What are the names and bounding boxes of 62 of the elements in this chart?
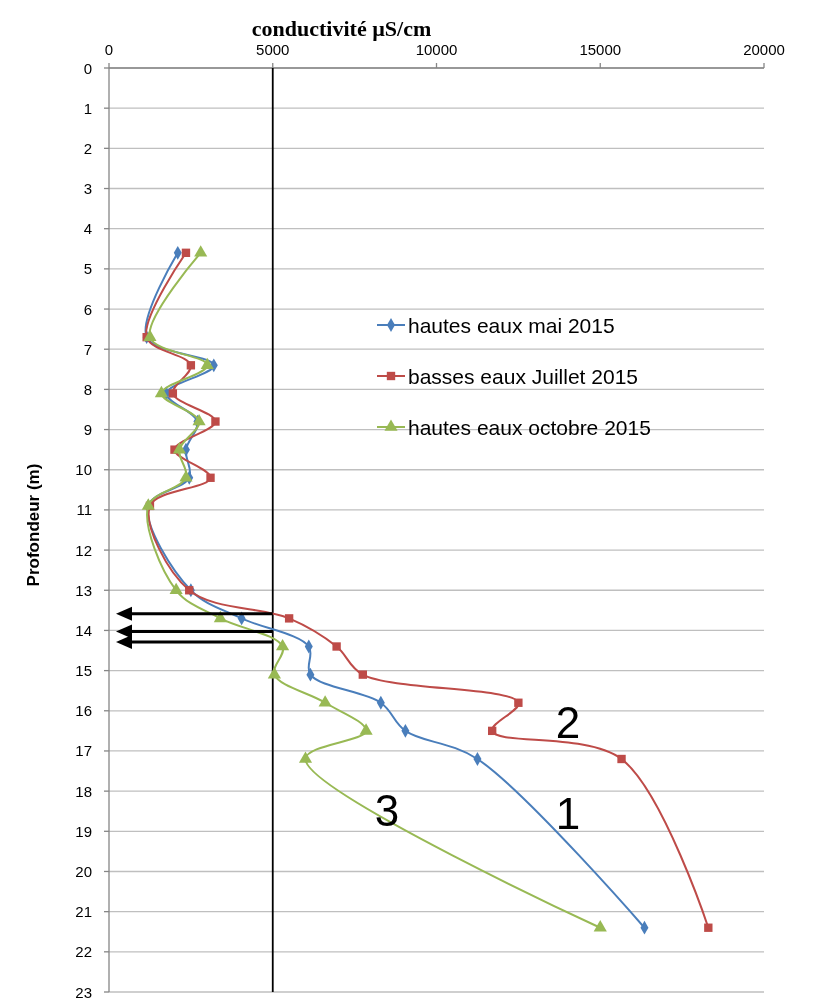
y-tick-label: 0	[83, 59, 92, 77]
annotation: 2	[555, 697, 581, 747]
point	[358, 670, 367, 679]
y-tick-label: 16	[75, 702, 92, 720]
y-tick-label: 9	[83, 421, 92, 439]
point	[200, 357, 214, 370]
point	[168, 389, 178, 398]
point	[206, 473, 215, 482]
y-tick-label: 15	[75, 662, 92, 680]
x-tick-label: 0	[104, 40, 114, 58]
y-tick-label: 10	[75, 461, 92, 479]
point	[186, 361, 196, 370]
y-tick-label: 17	[75, 742, 92, 760]
point	[704, 923, 713, 932]
x-tick-label: 15000	[579, 40, 622, 58]
point	[617, 754, 626, 764]
point	[276, 638, 290, 651]
y-tick-label: 5	[83, 260, 92, 278]
legend-label: hautes eaux octobre 2015	[408, 415, 651, 439]
y-tick-label: 7	[83, 340, 92, 358]
y-tick-label: 3	[83, 180, 92, 198]
point	[487, 726, 497, 736]
point	[192, 413, 206, 426]
point	[318, 695, 332, 707]
point	[514, 698, 523, 707]
y-tick-label: 14	[75, 621, 92, 639]
x-tick-label: 10000	[415, 40, 458, 58]
point	[169, 582, 183, 595]
y-tick-label: 23	[75, 983, 92, 1001]
point	[332, 642, 341, 651]
point	[284, 614, 294, 623]
point	[267, 667, 281, 679]
y-tick-label: 6	[83, 300, 92, 318]
x-tick-label: 20000	[743, 40, 785, 58]
y-tick-label: 4	[83, 220, 92, 238]
y-tick-label: 13	[75, 581, 92, 599]
point	[154, 385, 168, 398]
point	[179, 470, 193, 482]
y-tick-label: 2	[83, 139, 92, 157]
point	[143, 329, 157, 341]
y-tick-label: 20	[75, 862, 92, 880]
point	[181, 248, 191, 257]
y-tick-label: 8	[83, 380, 92, 398]
point	[194, 245, 208, 257]
annotation: 1	[555, 788, 581, 838]
y-tick-label: 1	[83, 99, 92, 117]
y-tick-label: 18	[75, 782, 92, 800]
legend-label: basses eaux Juillet 2015	[408, 364, 638, 388]
point	[359, 723, 373, 735]
x-axis-title: conductivité µS/cm	[251, 15, 432, 41]
y-tick-label: 12	[75, 541, 92, 559]
y-tick-label: 22	[75, 943, 92, 961]
point	[211, 417, 220, 426]
legend-label: hautes eaux mai 2015	[408, 313, 615, 337]
y-tick-label: 11	[76, 501, 92, 519]
x-tick-label: 5000	[256, 40, 290, 58]
y-axis-title: Profondeur (m)	[23, 463, 43, 587]
y-tick-label: 19	[75, 822, 92, 840]
point	[593, 920, 607, 932]
point	[298, 751, 313, 763]
y-tick-label: 21	[75, 903, 92, 921]
point	[172, 442, 186, 454]
